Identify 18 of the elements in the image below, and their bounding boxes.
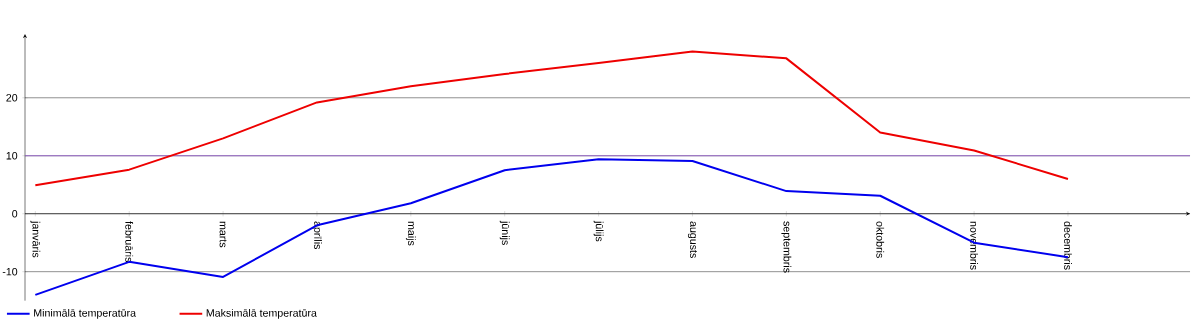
legend-label: Maksimālā temperatūra <box>206 308 317 319</box>
x-tick-label: jūlijs <box>593 220 604 242</box>
x-tick-label: marts <box>219 221 227 248</box>
x-tick-label: augusts <box>687 221 698 258</box>
line-series <box>34 50 1069 187</box>
y-tick-label: 10 <box>6 151 18 160</box>
x-tick-label: decembris <box>1064 221 1072 270</box>
x-tick-label: maijs <box>405 221 416 246</box>
x-tick-label: septembris <box>781 221 792 273</box>
y-tick-label: -10 <box>2 267 18 276</box>
x-tick-label: jūnijs <box>499 220 510 245</box>
x-tick-label: oktobris <box>876 221 885 258</box>
x-tick-label: novembris <box>970 221 979 270</box>
legend-label: Minimālā temperatūra <box>34 308 137 319</box>
x-tick-label: janvāris <box>30 220 41 258</box>
x-tick-label: februāris <box>125 221 134 263</box>
y-tick-label: 0 <box>12 209 18 218</box>
y-tick-label: 20 <box>6 94 18 102</box>
